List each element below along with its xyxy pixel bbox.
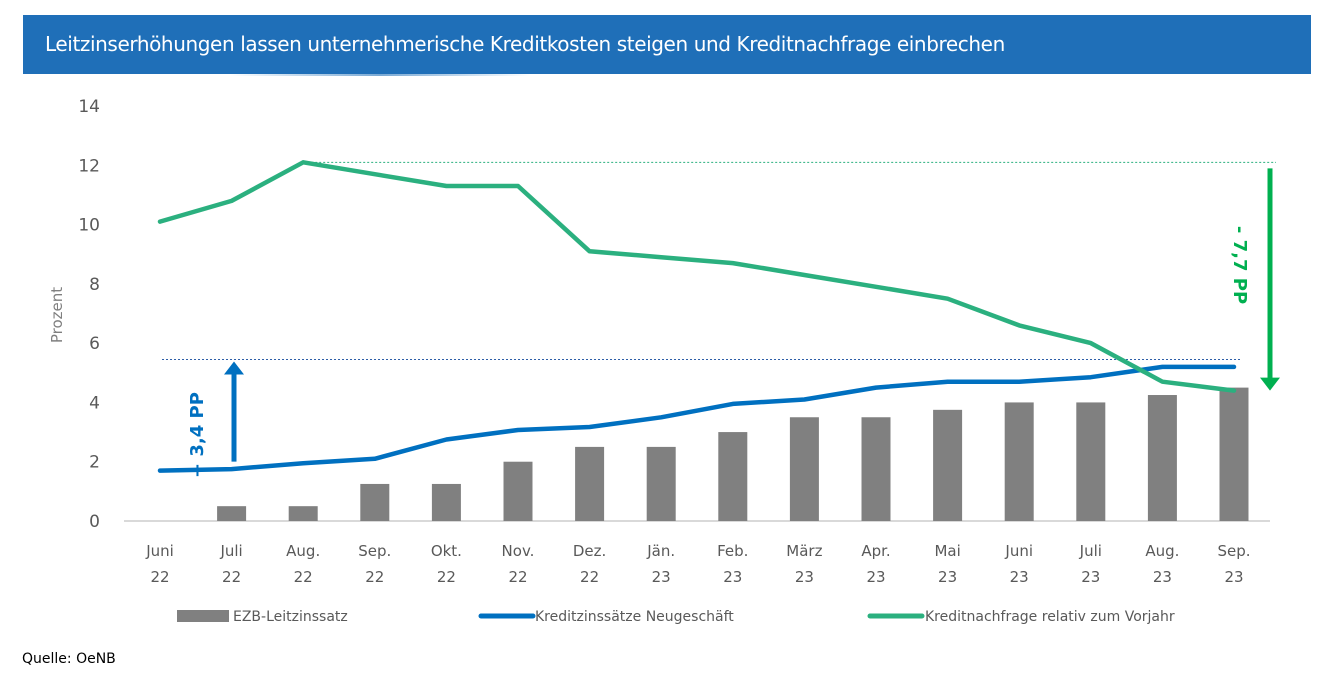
legend-label: EZB-Leitzinssatz <box>233 609 348 625</box>
line-kreditnachfrage <box>157 160 1237 393</box>
x-tick-label: 23 <box>1010 568 1029 586</box>
bar <box>718 432 748 521</box>
bar <box>1076 402 1106 521</box>
x-tick-label: 23 <box>1153 568 1172 586</box>
x-tick-label: Apr. <box>861 542 890 560</box>
x-tick-label: März <box>786 542 822 560</box>
y-tick-label: 6 <box>89 334 100 354</box>
bar <box>217 506 247 521</box>
x-tick-label: 23 <box>938 568 957 586</box>
chart-title: Leitzinserhöhungen lassen unternehmerisc… <box>45 32 1005 56</box>
title-banner: Leitzinserhöhungen lassen unternehmerisc… <box>23 15 1311 74</box>
x-tick-label: Okt. <box>431 542 462 560</box>
bar <box>933 409 963 521</box>
legend: EZB-Leitzinssatz Kreditzinssätze Neugesch… <box>177 609 1175 625</box>
y-tick-label: 10 <box>78 216 100 236</box>
x-tick-label: 23 <box>652 568 671 586</box>
line-kreditzinssaetze <box>157 364 1237 473</box>
y-tick-label: 2 <box>89 453 100 473</box>
legend-swatch-bar <box>177 610 229 622</box>
bar <box>431 483 461 521</box>
title-shadow <box>230 74 530 76</box>
x-tick-label: 22 <box>222 568 241 586</box>
bar <box>1219 387 1249 521</box>
x-tick-label: Juli <box>219 542 242 560</box>
x-tick-label: 22 <box>365 568 384 586</box>
annotation-blue-label: + 3,4 PP <box>187 392 208 478</box>
x-tick-label: Juli <box>1079 542 1102 560</box>
bar-series-ezb-leitzinssatz <box>217 387 1249 521</box>
x-tick-label: Juni <box>1004 542 1033 560</box>
x-tick-label: 23 <box>795 568 814 586</box>
x-tick-label: Jän. <box>646 542 675 560</box>
bar <box>575 446 605 521</box>
x-tick-label: Feb. <box>717 542 748 560</box>
y-tick-label: 14 <box>78 97 100 117</box>
bar <box>1004 402 1034 521</box>
x-tick-label: 22 <box>150 568 169 586</box>
x-tick-label: 23 <box>1224 568 1243 586</box>
bar <box>360 483 390 521</box>
x-tick-label: Juni <box>145 542 174 560</box>
y-tick-label: 4 <box>89 393 100 413</box>
bar <box>503 461 533 521</box>
source-note: Quelle: OeNB <box>22 651 116 667</box>
bar <box>861 417 891 521</box>
bar <box>789 417 819 521</box>
x-tick-label: Dez. <box>573 542 606 560</box>
x-axis-ticks: Juni 22 Juli 22 Aug. 22 Sep. 22 Okt. 22 Nov. 22 Dez.… <box>145 542 1250 586</box>
legend-label: Kreditzinssätze Neugeschäft <box>535 609 734 625</box>
x-tick-label: Mai <box>934 542 960 560</box>
arrow-down-icon <box>1260 377 1280 391</box>
x-tick-label: 23 <box>723 568 742 586</box>
y-tick-label: 12 <box>78 156 100 176</box>
bar <box>1147 395 1177 521</box>
x-tick-label: 22 <box>580 568 599 586</box>
annotations: + 3,4 PP - 7,7 PP <box>187 168 1280 478</box>
arrow-up-icon <box>224 361 244 375</box>
annotation-green-label: - 7,7 PP <box>1229 226 1250 304</box>
y-axis-ticks: 0 2 4 6 8 10 12 14 <box>78 97 100 532</box>
x-tick-label: Aug. <box>286 542 320 560</box>
x-tick-label: Aug. <box>1145 542 1179 560</box>
y-tick-label: 8 <box>89 275 100 295</box>
y-tick-label: 0 <box>89 512 100 532</box>
legend-label: Kreditnachfrage relativ zum Vorjahr <box>925 609 1175 625</box>
y-axis-title: Prozent <box>48 287 66 343</box>
x-tick-label: 22 <box>437 568 456 586</box>
x-tick-label: Nov. <box>502 542 535 560</box>
x-tick-label: 22 <box>508 568 527 586</box>
x-tick-label: Sep. <box>1217 542 1250 560</box>
x-tick-label: 23 <box>866 568 885 586</box>
bar <box>288 506 318 521</box>
bar <box>646 446 676 521</box>
x-tick-label: 22 <box>294 568 313 586</box>
x-tick-label: 23 <box>1081 568 1100 586</box>
line-series <box>157 160 1237 473</box>
x-tick-label: Sep. <box>358 542 391 560</box>
